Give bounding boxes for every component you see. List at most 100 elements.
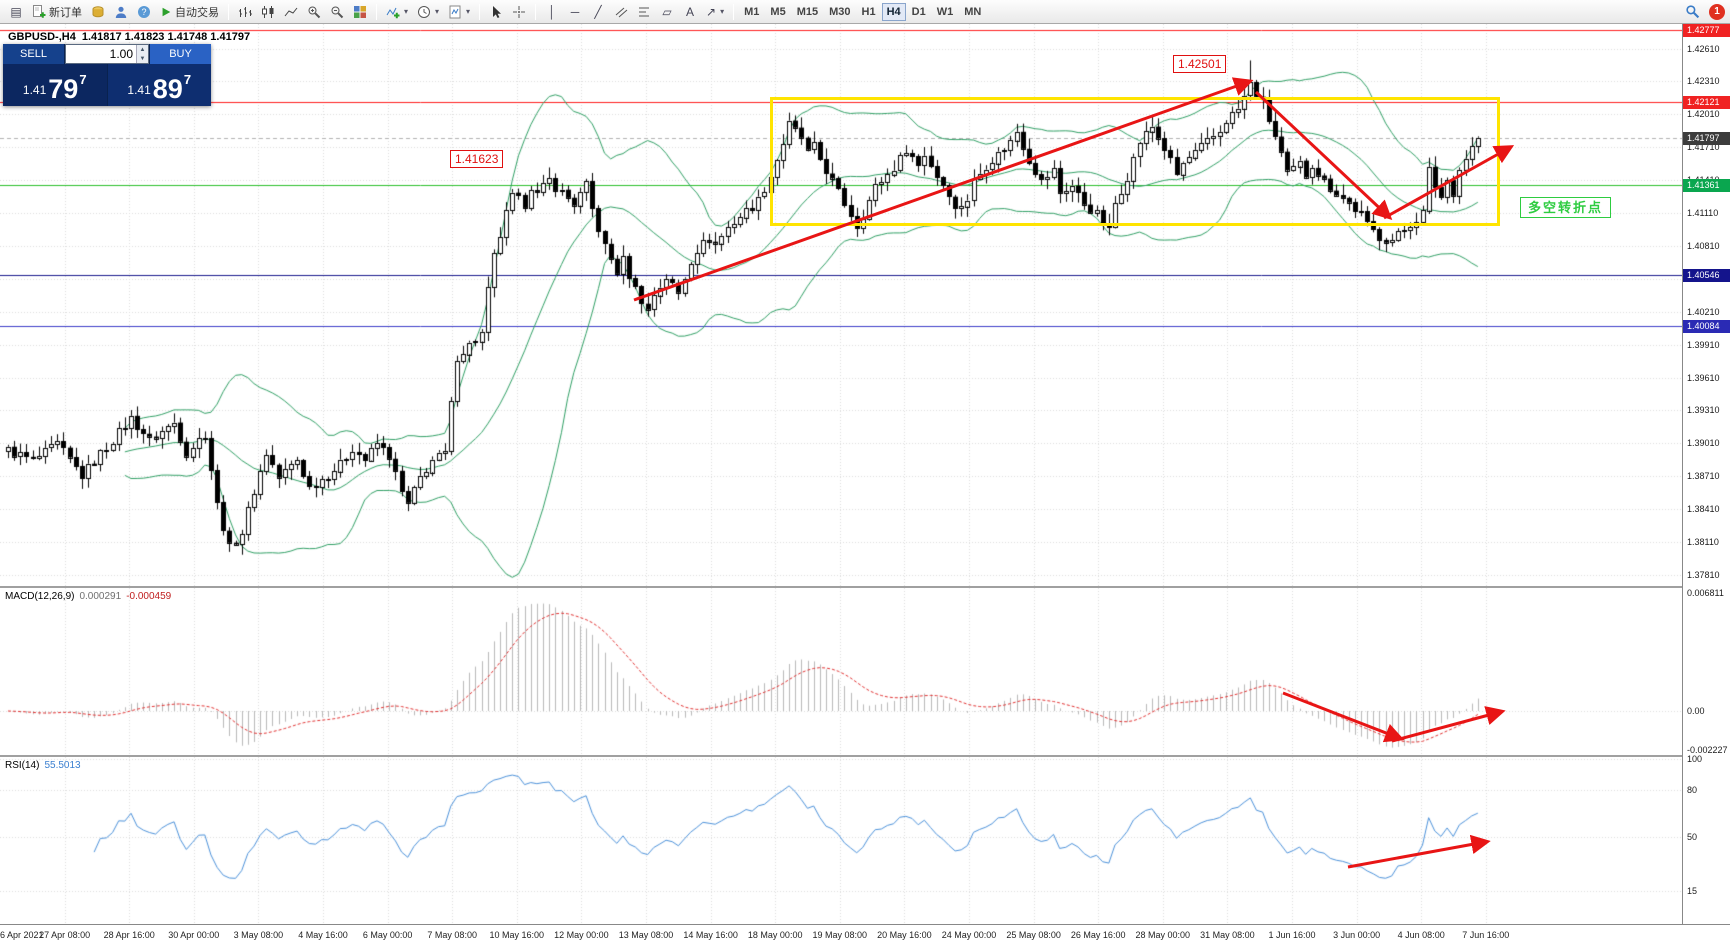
macd-panel-canvas[interactable] bbox=[0, 588, 1682, 755]
arrows-tool-button[interactable]: ↗ ▾ bbox=[702, 2, 728, 22]
time-label: 3 May 08:00 bbox=[233, 930, 284, 940]
cursor-button[interactable] bbox=[485, 2, 507, 22]
toolbar-separator bbox=[376, 3, 377, 20]
time-label: 7 May 08:00 bbox=[427, 930, 477, 940]
panel-splitter[interactable] bbox=[0, 755, 1730, 757]
time-label: 26 Apr 2021 bbox=[0, 930, 44, 940]
sell-price-display[interactable]: 1.41 79 7 bbox=[3, 64, 108, 106]
time-label: 18 May 00:00 bbox=[747, 930, 803, 940]
chart-line-button[interactable] bbox=[280, 2, 302, 22]
buy-button[interactable]: BUY bbox=[149, 44, 211, 64]
crosshair-button[interactable] bbox=[508, 2, 530, 22]
tile-windows-button[interactable] bbox=[349, 2, 371, 22]
volume-down-button[interactable]: ▼ bbox=[137, 54, 148, 63]
vertical-line-button[interactable]: │ bbox=[541, 2, 563, 22]
rsi-scale-label: 80 bbox=[1687, 785, 1698, 795]
fibonacci-button[interactable] bbox=[633, 2, 655, 22]
zoom-out-button[interactable] bbox=[326, 2, 348, 22]
macd-name: MACD(12,26,9) bbox=[5, 591, 75, 602]
play-icon bbox=[162, 7, 171, 16]
channel-button[interactable] bbox=[610, 2, 632, 22]
price-scale-label: 1.40810 bbox=[1687, 240, 1720, 251]
buy-price-display[interactable]: 1.41 89 7 bbox=[107, 64, 211, 106]
tile-windows-icon bbox=[354, 5, 366, 18]
zoom-in-button[interactable] bbox=[303, 2, 325, 22]
volume-box: ▲ ▼ bbox=[65, 44, 149, 64]
macd-main-value: 0.000291 bbox=[79, 591, 122, 602]
rsi-name: RSI(14) bbox=[5, 760, 40, 771]
account-button[interactable] bbox=[110, 2, 132, 22]
timeframe-button-d1[interactable]: D1 bbox=[911, 5, 926, 18]
time-label: 20 May 16:00 bbox=[877, 930, 932, 940]
symbol-timeframe: GBPUSD-,H4 bbox=[8, 31, 76, 43]
consolidation-rectangle[interactable] bbox=[770, 97, 1500, 226]
timeframe-button-mn[interactable]: MN bbox=[964, 5, 982, 18]
timeframe-button-m30[interactable]: M30 bbox=[829, 5, 851, 18]
rsi-scale-label: 15 bbox=[1687, 885, 1698, 896]
time-label: 28 May 00:00 bbox=[1135, 930, 1191, 940]
time-label: 26 May 16:00 bbox=[1070, 930, 1126, 940]
time-label: 4 May 16:00 bbox=[298, 930, 348, 940]
toolbar-separator bbox=[479, 3, 481, 20]
time-label: 4 Jun 08:00 bbox=[1397, 930, 1445, 940]
panel-splitter[interactable] bbox=[0, 586, 1730, 588]
deposit-button[interactable] bbox=[87, 2, 109, 22]
volume-up-button[interactable]: ▲ bbox=[137, 45, 148, 54]
rsi-scale-label: 50 bbox=[1687, 831, 1698, 842]
chart-window-menu-button[interactable]: ▤ bbox=[5, 2, 27, 22]
sell-button[interactable]: SELL bbox=[3, 44, 65, 64]
chevron-down-icon: ▾ bbox=[404, 7, 409, 16]
help-button[interactable]: ? bbox=[133, 2, 155, 22]
price-scale-label: 1.39910 bbox=[1687, 339, 1720, 350]
notification-badge[interactable]: 1 bbox=[1709, 3, 1725, 20]
time-label: 27 Apr 08:00 bbox=[39, 930, 91, 940]
indicators-button[interactable]: ▾ bbox=[382, 2, 412, 22]
timeframe-button-h4[interactable]: H4 bbox=[881, 2, 906, 21]
autotrading-button[interactable]: 自动交易 bbox=[156, 2, 223, 22]
turning-point-note[interactable]: 多空转折点 bbox=[1520, 197, 1612, 218]
chart-candles-button[interactable] bbox=[257, 2, 279, 22]
trendline-button[interactable]: ╱ bbox=[587, 2, 609, 22]
text-button[interactable]: A bbox=[679, 2, 701, 22]
timeframe-button-m15[interactable]: M15 bbox=[796, 5, 819, 18]
crosshair-icon bbox=[513, 5, 526, 18]
trendline-icon: ╱ bbox=[594, 4, 602, 19]
buy-price-pip: 7 bbox=[183, 72, 192, 87]
shapes-button[interactable]: ▱ bbox=[656, 2, 678, 22]
time-label: 6 May 00:00 bbox=[362, 930, 413, 940]
zoom-out-icon bbox=[331, 6, 344, 18]
templates-button[interactable]: ▾ bbox=[444, 2, 474, 22]
price-scale-label: 1.39010 bbox=[1687, 438, 1720, 449]
time-label: 25 May 08:00 bbox=[1006, 930, 1061, 940]
time-label: 28 Apr 16:00 bbox=[103, 930, 155, 940]
chart-container: GBPUSD-,H4 1.41817 1.41823 1.41748 1.4179… bbox=[0, 24, 1730, 946]
price-scale-label: 1.42310 bbox=[1687, 76, 1720, 87]
one-click-trading-panel: SELL ▲ ▼ BUY 1.41 79 7 1.41 89 7 bbox=[3, 44, 211, 106]
peak-price-label[interactable]: 1.42501 bbox=[1173, 55, 1227, 73]
help-icon: ? bbox=[138, 5, 150, 18]
price-scale-label: 1.37810 bbox=[1687, 569, 1720, 580]
chart-bars-button[interactable] bbox=[234, 2, 256, 22]
price-badge: 1.41797 bbox=[1683, 131, 1730, 145]
timeframe-button-h1[interactable]: H1 bbox=[861, 5, 876, 18]
price-scale[interactable]: 1.426101.423101.420101.417101.414101.411… bbox=[1682, 24, 1730, 924]
periods-button[interactable]: ▾ bbox=[413, 2, 443, 22]
timeframe-button-w1[interactable]: W1 bbox=[936, 5, 954, 18]
chevron-down-icon: ▾ bbox=[435, 7, 440, 16]
price-scale-label: 1.39610 bbox=[1687, 372, 1720, 383]
timeframe-group: M1 M5 M15 M30 H1 H4 D1 W1 MN bbox=[739, 2, 986, 21]
rsi-value: 55.5013 bbox=[44, 760, 81, 771]
time-label: 1 Jun 16:00 bbox=[1268, 930, 1316, 940]
rsi-panel-canvas[interactable] bbox=[0, 757, 1682, 924]
timeframe-button-m5[interactable]: M5 bbox=[770, 5, 786, 18]
timeframe-button-m1[interactable]: M1 bbox=[744, 5, 760, 18]
horizontal-line-button[interactable]: ─ bbox=[564, 2, 586, 22]
shapes-icon: ▱ bbox=[662, 4, 672, 19]
search-button[interactable] bbox=[1681, 2, 1704, 22]
level-price-label[interactable]: 1.41623 bbox=[450, 150, 504, 168]
time-label: 13 May 08:00 bbox=[618, 930, 674, 940]
new-order-label: 新订单 bbox=[49, 6, 82, 19]
volume-input[interactable] bbox=[66, 45, 136, 63]
new-order-button[interactable]: 新订单 bbox=[28, 2, 86, 22]
